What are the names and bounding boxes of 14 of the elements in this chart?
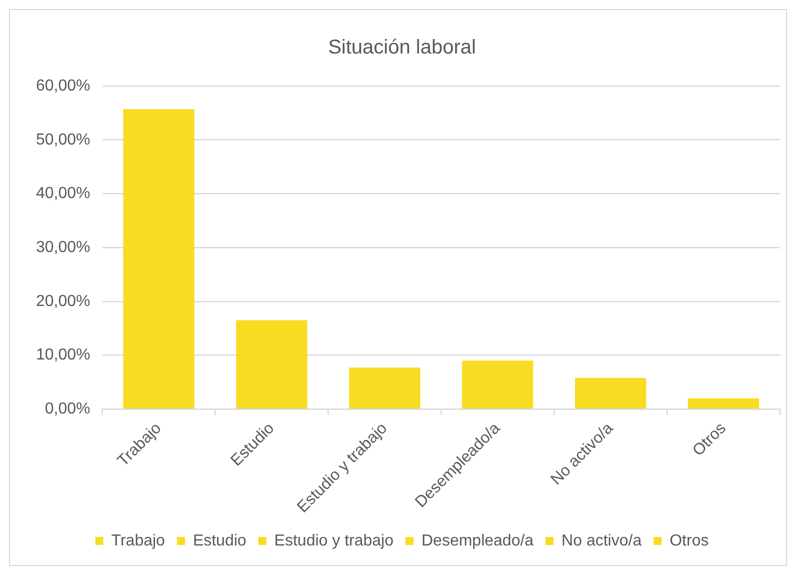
y-tick-label: 30,00%	[36, 238, 90, 256]
chart-title: Situación laboral	[328, 36, 476, 59]
legend-label: Otros	[670, 532, 709, 550]
legend-label: Estudio	[192, 532, 246, 550]
legend-label: Desempleado/a	[421, 532, 534, 550]
legend-label: Trabajo	[111, 532, 166, 550]
y-tick-label: 0,00%	[44, 400, 90, 418]
y-tick-label: 40,00%	[36, 185, 90, 202]
y-tick-label: 60,00%	[36, 77, 90, 94]
y-tick-label: 20,00%	[36, 292, 90, 310]
legend-label: Estudio y trabajo	[274, 532, 394, 550]
y-tick-label: 10,00%	[36, 346, 90, 364]
legend-label: No activo/a	[562, 532, 642, 550]
y-tick-label: 50,00%	[36, 131, 90, 148]
